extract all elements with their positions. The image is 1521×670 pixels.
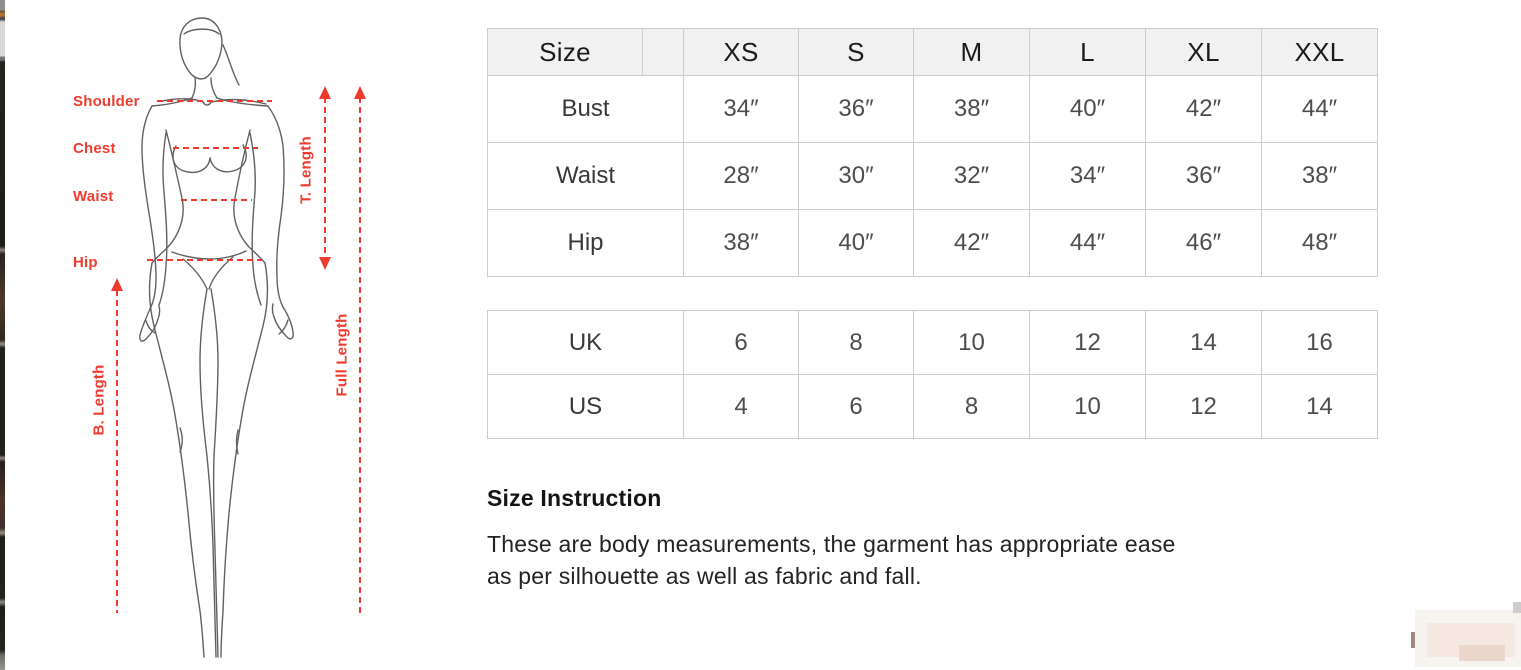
size-xs-header: XS bbox=[683, 28, 799, 76]
row-label: Hip bbox=[487, 209, 684, 277]
conversion-cell: 14 bbox=[1145, 310, 1262, 375]
b-length-measure-label: B. Length bbox=[90, 364, 108, 436]
waist-measure-label: Waist bbox=[73, 188, 114, 205]
measurement-arrows bbox=[111, 86, 366, 291]
measurement-cell: 38″ bbox=[683, 209, 799, 277]
row-label: Bust bbox=[487, 75, 684, 143]
size-measurements-table: Size XS S M L XL XXL Bust 34″ 36″ 38″ 40… bbox=[487, 28, 1378, 277]
measurement-cell: 44″ bbox=[1261, 75, 1378, 143]
conversion-cell: 10 bbox=[1029, 374, 1146, 439]
row-label: US bbox=[487, 374, 684, 439]
measurement-cell: 38″ bbox=[1261, 142, 1378, 210]
body-outline-sketch bbox=[139, 17, 294, 658]
measurement-cell: 42″ bbox=[913, 209, 1030, 277]
left-edge-artifact bbox=[0, 0, 5, 670]
measurement-cell: 38″ bbox=[913, 75, 1030, 143]
waist-row: Waist 28″ 30″ 32″ 34″ 36″ 38″ bbox=[487, 142, 1378, 210]
croquis-illustration bbox=[111, 17, 366, 658]
size-xxl-header: XXL bbox=[1261, 28, 1378, 76]
measurement-cell: 44″ bbox=[1029, 209, 1146, 277]
t-length-measure-label: T. Length bbox=[297, 136, 315, 204]
edge-artifact-square bbox=[1513, 602, 1521, 613]
conversion-cell: 8 bbox=[798, 310, 914, 375]
row-label: Waist bbox=[487, 142, 684, 210]
us-size-row: US 4 6 8 10 12 14 bbox=[487, 374, 1378, 439]
measurement-cell: 46″ bbox=[1145, 209, 1262, 277]
size-l-header: L bbox=[1029, 28, 1146, 76]
conversion-cell: 10 bbox=[913, 310, 1030, 375]
bust-row: Bust 34″ 36″ 38″ 40″ 42″ 44″ bbox=[487, 75, 1378, 143]
measurement-cell: 36″ bbox=[1145, 142, 1262, 210]
measurement-figure: Shoulder Chest Waist Hip T. Length Full … bbox=[0, 0, 470, 670]
measurement-cell: 28″ bbox=[683, 142, 799, 210]
size-xl-header: XL bbox=[1145, 28, 1262, 76]
size-s-header: S bbox=[798, 28, 914, 76]
corner-image-artifact bbox=[1415, 610, 1521, 667]
corner-artifact-notch bbox=[1411, 632, 1415, 648]
conversion-cell: 6 bbox=[683, 310, 799, 375]
corner-artifact-inner bbox=[1427, 623, 1515, 661]
chest-measure-label: Chest bbox=[73, 140, 116, 157]
conversion-cell: 16 bbox=[1261, 310, 1378, 375]
size-instruction-heading: Size Instruction bbox=[487, 485, 662, 511]
full-length-measure-label: Full Length bbox=[333, 313, 351, 397]
size-header-row: Size XS S M L XL XXL bbox=[487, 28, 1378, 76]
measurement-cell: 32″ bbox=[913, 142, 1030, 210]
conversion-cell: 14 bbox=[1261, 374, 1378, 439]
conversion-cell: 12 bbox=[1029, 310, 1146, 375]
size-header-cell: Size bbox=[487, 28, 643, 76]
size-chart-content: Size XS S M L XL XXL Bust 34″ 36″ 38″ 40… bbox=[487, 28, 1378, 592]
uk-size-row: UK 6 8 10 12 14 16 bbox=[487, 310, 1378, 375]
hip-measure-label: Hip bbox=[73, 254, 98, 271]
measurement-cell: 42″ bbox=[1145, 75, 1262, 143]
measurement-cell: 30″ bbox=[798, 142, 914, 210]
measurement-cell: 34″ bbox=[683, 75, 799, 143]
measurement-dashed-lines bbox=[116, 97, 361, 613]
size-conversion-table: UK 6 8 10 12 14 16 US 4 6 8 10 12 14 bbox=[487, 310, 1378, 439]
corner-artifact-core bbox=[1459, 645, 1505, 661]
conversion-cell: 12 bbox=[1145, 374, 1262, 439]
measurement-cell: 40″ bbox=[1029, 75, 1146, 143]
size-m-header: M bbox=[913, 28, 1030, 76]
measurement-cell: 36″ bbox=[798, 75, 914, 143]
measurement-cell: 48″ bbox=[1261, 209, 1378, 277]
size-instruction-text: These are body measurements, the garment… bbox=[487, 531, 1176, 589]
measurement-cell: 40″ bbox=[798, 209, 914, 277]
shoulder-measure-label: Shoulder bbox=[73, 93, 140, 110]
conversion-cell: 8 bbox=[913, 374, 1030, 439]
conversion-cell: 4 bbox=[683, 374, 799, 439]
conversion-cell: 6 bbox=[798, 374, 914, 439]
hip-row: Hip 38″ 40″ 42″ 44″ 46″ 48″ bbox=[487, 209, 1378, 277]
header-spacer-cell bbox=[642, 28, 684, 76]
row-label: UK bbox=[487, 310, 684, 375]
measurement-cell: 34″ bbox=[1029, 142, 1146, 210]
